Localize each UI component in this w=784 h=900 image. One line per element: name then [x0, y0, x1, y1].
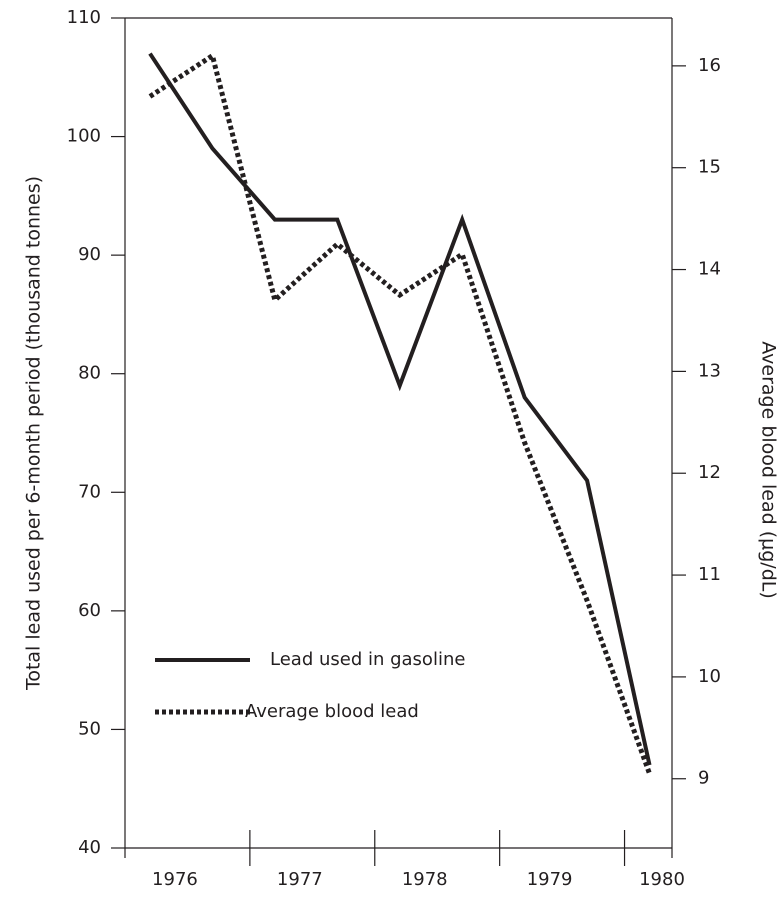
- y2-tick-label: 14: [698, 259, 721, 280]
- y-tick-label: 50: [78, 718, 101, 739]
- x-tick-label: 1977: [277, 869, 323, 890]
- y-tick-label: 40: [78, 837, 101, 858]
- y2-tick-label: 10: [698, 666, 721, 687]
- x-tick-label: 1978: [402, 869, 448, 890]
- y-tick-label: 70: [78, 481, 101, 502]
- data-line: [148, 51, 652, 775]
- y2-tick-label: 12: [698, 462, 721, 483]
- y2-tick-label: 11: [698, 564, 721, 585]
- legend-label: Average blood lead: [245, 701, 419, 722]
- y2-tick-label: 13: [698, 360, 721, 381]
- x-tick-label: 1980: [639, 869, 685, 890]
- y2-tick-label: 9: [698, 768, 709, 789]
- y-tick-label: 90: [78, 244, 101, 265]
- x-tick-label: 1979: [527, 869, 573, 890]
- y-tick-label: 60: [78, 600, 101, 621]
- y-tick-label: 110: [67, 7, 101, 28]
- y-tick-label: 100: [67, 126, 101, 147]
- legend-label: Lead used in gasoline: [270, 649, 465, 670]
- x-tick-label: 1976: [152, 869, 198, 890]
- y2-tick-label: 16: [698, 55, 721, 76]
- y-tick-label: 80: [78, 363, 101, 384]
- y-axis-label: Total lead used per 6-month period (thou…: [23, 176, 45, 691]
- data-line: [148, 52, 652, 766]
- y2-tick-label: 15: [698, 157, 721, 178]
- y2-axis-label: Average blood lead (µg/dL): [758, 341, 780, 598]
